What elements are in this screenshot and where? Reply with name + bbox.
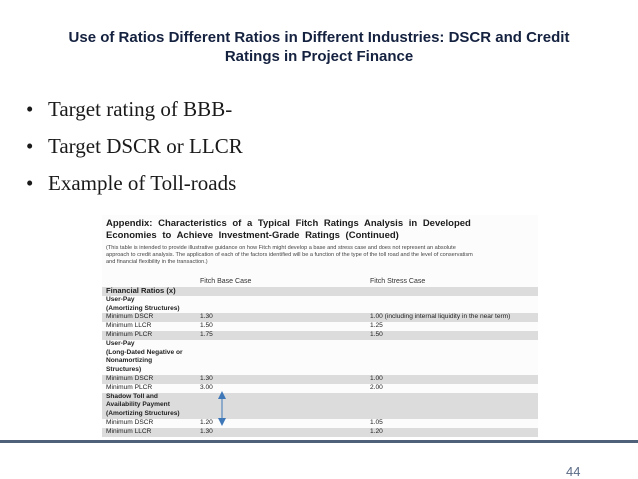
row-label: Minimum PLCR (106, 383, 153, 391)
table-row: Minimum DSCR 1.30 1.00 (including internal… (102, 313, 538, 323)
row-stress-value: 1.00 (including internal liquidity in th… (370, 313, 511, 321)
table-row: Minimum DSCR 1.30 1.00 (102, 374, 538, 384)
row-label: User-Pay (106, 295, 135, 303)
arrow-head-up-icon (218, 391, 226, 399)
appendix-note-line-3: and financial flexibility in the transac… (106, 259, 208, 266)
page-number: 44 (566, 464, 581, 479)
row-label: Minimum PLCR (106, 330, 153, 338)
row-label: Availability Payment (106, 401, 170, 409)
table-row: Nonamortizing (102, 357, 538, 366)
bullet-item: • Target rating of BBB- (26, 96, 243, 133)
row-label: Financial Ratios (x) (106, 286, 176, 295)
row-label: Minimum DSCR (106, 418, 154, 426)
bullet-marker: • (26, 97, 34, 121)
table-row: Minimum LLCR 1.30 1.20 (102, 427, 538, 437)
appendix-table-image: Appendix: Characteristics of a Typical F… (102, 215, 538, 437)
arrow-head-down-icon (218, 418, 226, 426)
row-stress-value: 2.00 (370, 383, 383, 391)
bullet-text: Target rating of BBB- (48, 97, 233, 121)
table-row: (Amortizing Structures) (102, 305, 538, 314)
row-label: Minimum LLCR (106, 322, 152, 330)
row-label: (Amortizing Structures) (106, 410, 180, 418)
row-base-value: 1.20 (200, 418, 213, 426)
slide-title-line-1: Use of Ratios Different Ratios in Differ… (68, 29, 570, 46)
ratios-table: Financial Ratios (x) User-Pay (Amortizin… (102, 286, 538, 437)
row-base-value: 1.75 (200, 330, 213, 338)
table-row: Financial Ratios (x) (102, 286, 538, 296)
column-header-base-case: Fitch Base Case (200, 278, 252, 285)
appendix-note: (This table is intended to provide illus… (106, 245, 536, 267)
row-base-value: 1.50 (200, 322, 213, 330)
slide-title: Use of Ratios Different Ratios in Differ… (20, 28, 618, 66)
table-row: (Amortizing Structures) (102, 410, 538, 419)
bullet-text: Target DSCR or LLCR (48, 134, 243, 158)
row-label: (Long-Dated Negative or (106, 348, 183, 356)
appendix-note-line-1: (This table is intended to provide illus… (106, 245, 456, 251)
row-label: Nonamortizing (106, 357, 153, 365)
footer-rule (0, 440, 638, 443)
appendix-note-line-2: approach to credit analysis. The applica… (106, 252, 473, 259)
row-base-value: 1.30 (200, 374, 213, 382)
row-stress-value: 1.25 (370, 322, 383, 330)
row-label: (Amortizing Structures) (106, 304, 180, 312)
row-base-value: 1.30 (200, 313, 213, 321)
table-row: Minimum DSCR 1.20 1.05 (102, 419, 538, 428)
row-stress-value: 1.00 (370, 374, 383, 382)
row-label: Minimum DSCR (106, 374, 154, 382)
table-row: User-Pay (102, 296, 538, 305)
bullet-marker: • (26, 134, 34, 158)
row-label: Minimum LLCR (106, 427, 152, 435)
table-row: Availability Payment (102, 401, 538, 411)
bullet-item: • Target DSCR or LLCR (26, 133, 243, 170)
appendix-heading-line-1: Appendix: Characteristics of a Typical F… (106, 218, 471, 229)
bullet-text: Example of Toll-roads (48, 171, 237, 195)
table-row: User-Pay (102, 340, 538, 349)
table-row: Shadow Toll and (102, 392, 538, 402)
row-stress-value: 1.20 (370, 427, 383, 435)
row-stress-value: 1.50 (370, 330, 383, 338)
row-label: User-Pay (106, 339, 135, 347)
row-label: Minimum DSCR (106, 313, 154, 321)
table-row: Minimum LLCR 1.50 1.25 (102, 322, 538, 331)
appendix-heading: Appendix: Characteristics of a Typical F… (106, 218, 536, 242)
bullet-list: • Target rating of BBB- • Target DSCR or L… (26, 96, 243, 207)
double-arrow-annotation (218, 391, 226, 426)
row-base-value: 3.00 (200, 383, 213, 391)
table-row: Minimum PLCR 1.75 1.50 (102, 330, 538, 340)
table-row: Structures) (102, 366, 538, 375)
row-label: Shadow Toll and (106, 392, 158, 400)
row-stress-value: 1.05 (370, 418, 383, 426)
row-base-value: 1.30 (200, 427, 213, 435)
column-header-stress-case: Fitch Stress Case (370, 278, 426, 285)
bullet-item: • Example of Toll-roads (26, 170, 243, 207)
slide-title-line-2: Ratings in Project Finance (224, 48, 414, 65)
table-row: Minimum PLCR 3.00 2.00 (102, 384, 538, 393)
bullet-marker: • (26, 171, 34, 195)
appendix-heading-line-2: Economies to Achieve Investment-Grade Ra… (106, 230, 399, 241)
row-label: Structures) (106, 366, 142, 374)
table-row: (Long-Dated Negative or (102, 349, 538, 358)
